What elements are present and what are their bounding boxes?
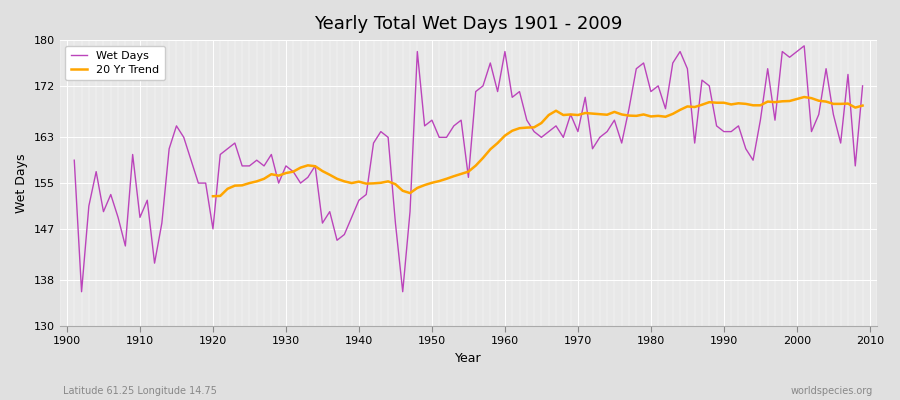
20 Yr Trend: [799, 95, 810, 100]
Wet Days: [69, 158, 80, 162]
20 Yr Trend: [762, 99, 773, 104]
20 Yr Trend: [295, 165, 306, 170]
Text: Latitude 61.25 Longitude 14.75: Latitude 61.25 Longitude 14.75: [63, 386, 217, 396]
Wet Days: [135, 215, 146, 220]
Title: Yearly Total Wet Days 1901 - 2009: Yearly Total Wet Days 1901 - 2009: [314, 15, 623, 33]
20 Yr Trend: [208, 194, 219, 199]
Wet Days: [507, 95, 517, 100]
20 Yr Trend: [835, 102, 846, 106]
Text: worldspecies.org: worldspecies.org: [791, 386, 873, 396]
Wet Days: [500, 49, 510, 54]
X-axis label: Year: Year: [455, 352, 482, 365]
20 Yr Trend: [748, 103, 759, 108]
Wet Days: [295, 181, 306, 186]
Legend: Wet Days, 20 Yr Trend: Wet Days, 20 Yr Trend: [65, 46, 165, 80]
20 Yr Trend: [660, 114, 670, 119]
Wet Days: [857, 84, 868, 88]
20 Yr Trend: [405, 191, 416, 196]
Wet Days: [594, 135, 605, 140]
Wet Days: [339, 232, 350, 237]
20 Yr Trend: [857, 103, 868, 108]
Y-axis label: Wet Days: Wet Days: [15, 153, 28, 213]
Wet Days: [799, 44, 810, 48]
Line: Wet Days: Wet Days: [75, 46, 862, 292]
Line: 20 Yr Trend: 20 Yr Trend: [213, 97, 862, 196]
Wet Days: [76, 289, 87, 294]
